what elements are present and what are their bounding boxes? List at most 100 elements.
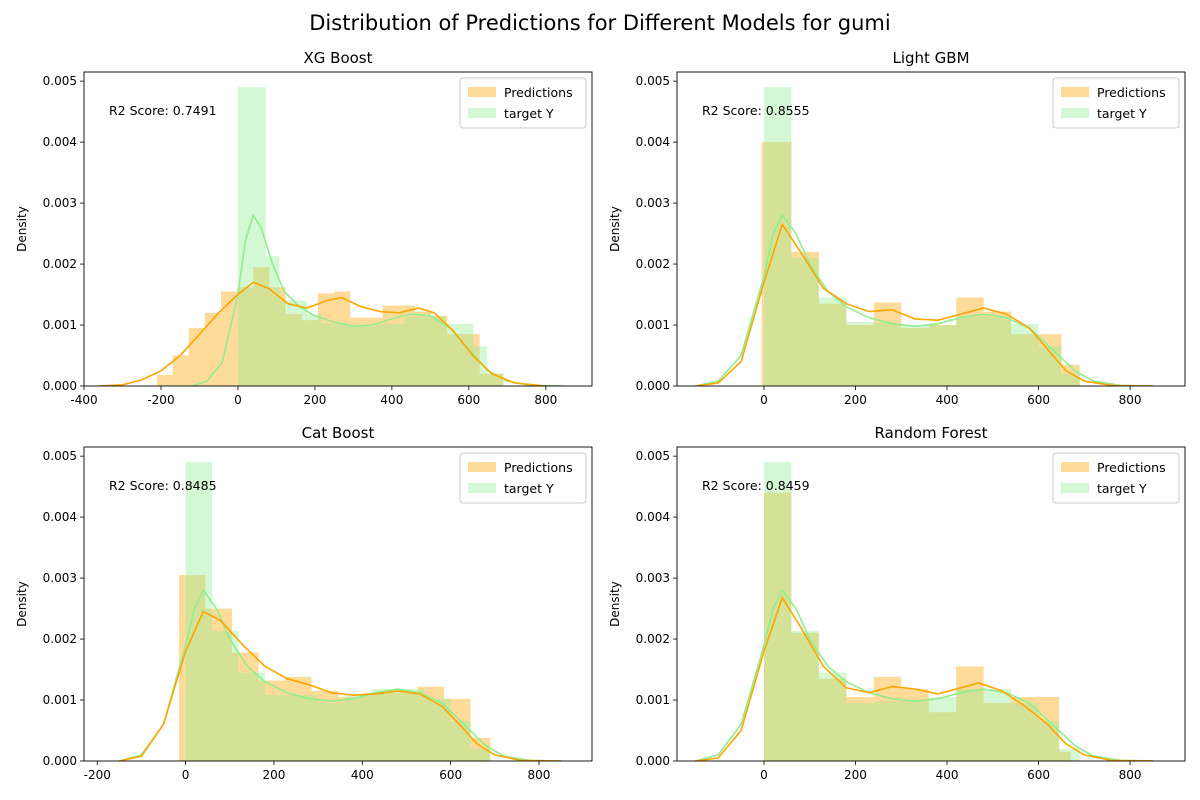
x-tick-label-1: 0 bbox=[182, 768, 190, 782]
x-tick-label-3: 600 bbox=[1027, 393, 1050, 407]
predictions-bar-11 bbox=[470, 737, 491, 761]
y-tick-label-2: 0.002 bbox=[636, 632, 670, 646]
target-bar-5 bbox=[901, 701, 929, 761]
target-bar-0 bbox=[185, 462, 213, 761]
target-bar-5 bbox=[901, 326, 929, 386]
legend-swatch-1 bbox=[468, 483, 496, 493]
target-bar-5 bbox=[318, 703, 345, 761]
predictions-bar-1 bbox=[172, 355, 189, 386]
predictions-bar-3 bbox=[846, 325, 874, 386]
y-tick-label-1: 0.001 bbox=[43, 693, 77, 707]
predictions-bar-8 bbox=[391, 692, 418, 761]
target-bar-7 bbox=[956, 689, 984, 761]
target-bar-9 bbox=[1011, 703, 1039, 761]
predictions-bar-11 bbox=[1059, 751, 1071, 761]
figure-title: Distribution of Predictions for Differen… bbox=[309, 11, 891, 35]
target-bar-1 bbox=[251, 87, 266, 386]
x-tick-label-1: 200 bbox=[844, 393, 867, 407]
x-tick-label-2: 0 bbox=[234, 393, 242, 407]
target-bar-8 bbox=[983, 689, 1012, 761]
subplot-title: XG Boost bbox=[303, 49, 372, 67]
predictions-bar-2 bbox=[818, 303, 847, 386]
predictions-bar-18 bbox=[447, 334, 464, 386]
axes-frame bbox=[83, 71, 593, 387]
legend-box bbox=[459, 77, 587, 129]
x-tick-label-1: -200 bbox=[147, 393, 174, 407]
subplot-1: 0 200 400 600 800 0.000 0.001 0.002 0.003 0.004 0.… bbox=[608, 49, 1186, 407]
predictions-bar-9 bbox=[301, 320, 318, 386]
target-bar-3 bbox=[846, 321, 874, 386]
legend-swatch-0 bbox=[468, 87, 496, 97]
predictions-bar-3 bbox=[258, 680, 285, 761]
predictions-bar-2 bbox=[231, 652, 259, 761]
legend-label-0: Predictions bbox=[504, 85, 573, 100]
y-tick-label-0: 0.000 bbox=[636, 379, 670, 393]
predictions-bar-0 bbox=[178, 575, 206, 761]
target-bar-10 bbox=[1038, 346, 1062, 386]
predictions-bar-6 bbox=[338, 696, 365, 761]
predictions-kde-line bbox=[99, 281, 546, 386]
predictions-bar-8 bbox=[285, 314, 302, 386]
target-bar-4 bbox=[293, 300, 308, 386]
x-tick-label-0: -400 bbox=[70, 393, 97, 407]
y-tick-label-5: 0.005 bbox=[43, 449, 77, 463]
plot-area bbox=[119, 462, 562, 761]
predictions-bar-10 bbox=[317, 293, 335, 386]
y-tick-label-2: 0.002 bbox=[43, 632, 77, 646]
target-bar-9 bbox=[362, 326, 377, 386]
x-tick-label-5: 600 bbox=[457, 393, 480, 407]
x-tick-label-4: 400 bbox=[380, 393, 403, 407]
target-bar-4 bbox=[291, 695, 319, 761]
y-tick-label-2: 0.002 bbox=[636, 257, 670, 271]
legend-label-0: Predictions bbox=[1097, 85, 1166, 100]
predictions-bar-16 bbox=[414, 311, 432, 386]
y-tick-label-0: 0.000 bbox=[43, 379, 77, 393]
x-tick-label-4: 800 bbox=[1119, 768, 1142, 782]
predictions-bar-8 bbox=[983, 311, 1012, 386]
legend-label-0: Predictions bbox=[1097, 460, 1166, 475]
predictions-bar-6 bbox=[928, 712, 957, 761]
predictions-kde-line bbox=[695, 222, 1154, 386]
y-tick-label-3: 0.003 bbox=[43, 571, 77, 585]
target-bar-0 bbox=[237, 87, 252, 386]
target-bar-8 bbox=[397, 689, 425, 761]
target-bar-17 bbox=[473, 346, 488, 386]
predictions-bar-10 bbox=[1038, 334, 1062, 386]
x-tick-label-4: 600 bbox=[439, 768, 462, 782]
target-bar-4 bbox=[873, 701, 902, 761]
axes-frame bbox=[676, 446, 1186, 762]
x-tick-label-2: 200 bbox=[262, 768, 285, 782]
predictions-bar-13 bbox=[366, 317, 383, 386]
y-axis-label: Density bbox=[608, 581, 622, 627]
target-bar-16 bbox=[459, 323, 474, 386]
axes-frame bbox=[676, 71, 1186, 387]
target-kde-line bbox=[191, 213, 566, 386]
x-tick-label-0: 0 bbox=[760, 768, 768, 782]
target-bar-7 bbox=[334, 323, 349, 386]
x-tick-label-2: 400 bbox=[936, 768, 959, 782]
target-bar-13 bbox=[418, 317, 432, 386]
predictions-bar-7 bbox=[364, 692, 392, 761]
predictions-bar-9 bbox=[1011, 334, 1039, 386]
target-bar-11 bbox=[1059, 748, 1080, 761]
subplot-3: 0 200 400 600 800 0.000 0.001 0.002 0.003 0.004 0.… bbox=[608, 424, 1186, 782]
predictions-bar-5 bbox=[311, 690, 338, 761]
legend-swatch-1 bbox=[1061, 108, 1089, 118]
predictions-kde-line bbox=[695, 595, 1154, 761]
r2-score-annotation: R2 Score: 0.7491 bbox=[109, 103, 217, 118]
y-tick-label-2: 0.002 bbox=[43, 257, 77, 271]
legend-swatch-0 bbox=[1061, 462, 1089, 472]
y-tick-label-5: 0.005 bbox=[636, 74, 670, 88]
subplot-title: Light GBM bbox=[892, 49, 969, 67]
y-tick-label-4: 0.004 bbox=[636, 135, 670, 149]
target-bar-3 bbox=[265, 695, 292, 761]
target-bar-11 bbox=[390, 323, 405, 386]
target-bar-10 bbox=[376, 323, 391, 386]
y-tick-label-4: 0.004 bbox=[43, 510, 77, 524]
predictions-bar-4 bbox=[873, 302, 902, 386]
legend-label-1: target Y bbox=[1097, 481, 1147, 496]
x-tick-label-3: 600 bbox=[1027, 768, 1050, 782]
legend-swatch-1 bbox=[468, 108, 496, 118]
x-tick-label-3: 400 bbox=[351, 768, 374, 782]
target-bar-7 bbox=[956, 317, 984, 386]
